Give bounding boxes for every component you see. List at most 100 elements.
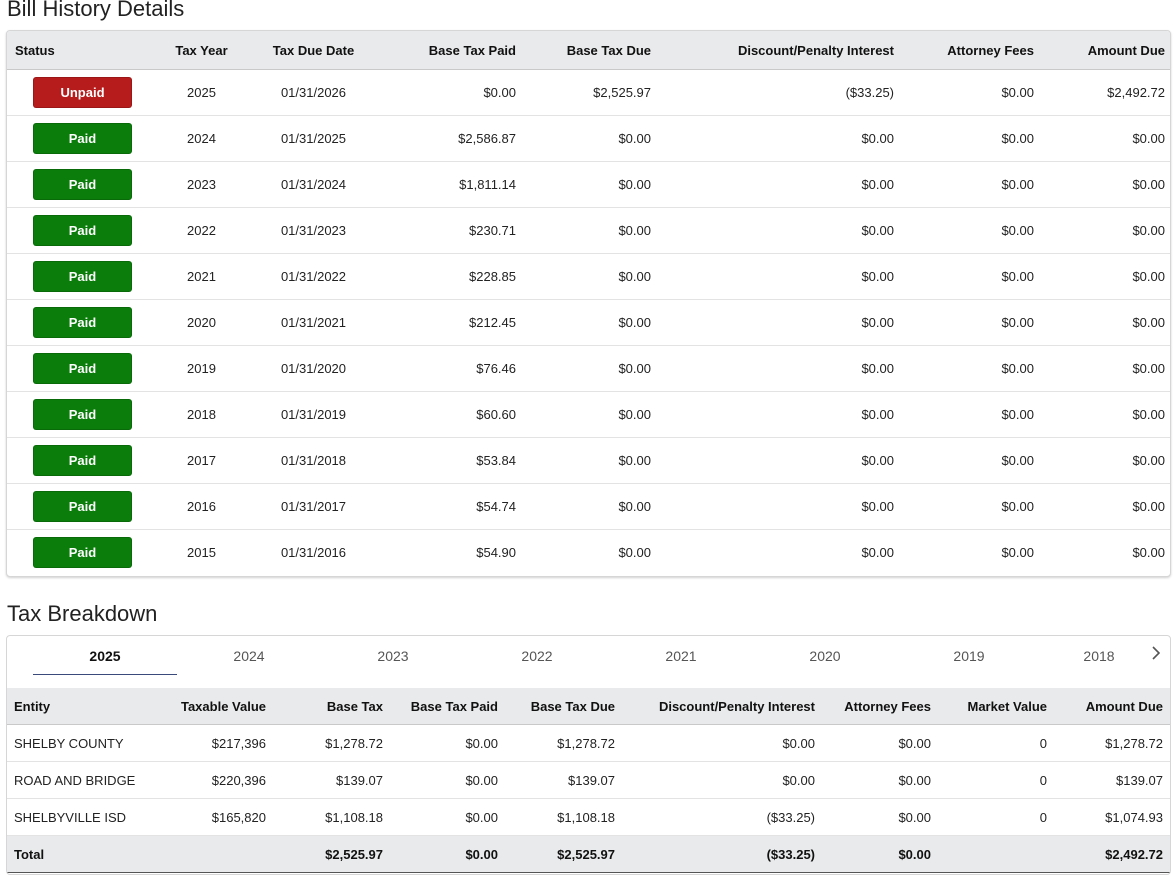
table-row: Paid 2024 01/31/2025 $2,586.87 $0.00 $0.00 $0.…: [7, 115, 1170, 162]
market-value-cell: 0: [938, 724, 1054, 762]
col-header-entity[interactable]: Entity: [7, 688, 152, 725]
col-header-attorney-fees[interactable]: Attorney Fees: [822, 688, 938, 725]
tax-breakdown-title: Tax Breakdown: [7, 601, 158, 626]
tab-2025[interactable]: 2025: [33, 636, 177, 675]
status-cell: Paid: [7, 115, 157, 162]
base-tax-paid-cell: $1,811.14: [381, 161, 524, 208]
col-header-tax-year[interactable]: Tax Year: [157, 31, 246, 70]
attorney-fees-cell: $0.00: [902, 253, 1042, 300]
status-badge-paid[interactable]: Paid: [33, 123, 132, 154]
base-tax-due-cell: $2,525.97: [524, 69, 659, 116]
status-badge-paid[interactable]: Paid: [33, 169, 132, 200]
base-tax-paid-cell: $0.00: [390, 798, 505, 836]
col-header-base-tax-due[interactable]: Base Tax Due: [524, 31, 659, 70]
tab-2023[interactable]: 2023: [377, 648, 409, 664]
chevron-right-icon[interactable]: [1146, 646, 1166, 666]
col-header-status[interactable]: Status: [7, 31, 157, 70]
status-badge-paid[interactable]: Paid: [33, 445, 132, 476]
col-header-amount-due[interactable]: Amount Due: [1054, 688, 1170, 725]
discount-penalty-cell: $0.00: [861, 545, 894, 560]
due-date-cell: 01/31/2024: [246, 161, 381, 208]
discount-penalty-cell: $0.00: [659, 483, 902, 530]
col-header-discount-penalty[interactable]: Discount/Penalty Interest: [622, 688, 822, 725]
col-header-market-value[interactable]: Market Value: [938, 688, 1054, 725]
due-date-cell: 01/31/2023: [246, 207, 381, 254]
due-date-cell: 01/31/2017: [246, 483, 381, 530]
discount-penalty-cell: $0.00: [659, 437, 902, 484]
total-base-tax-due: $2,525.97: [505, 835, 622, 873]
col-header-amount-due[interactable]: Amount Due: [1042, 31, 1170, 70]
base-tax-paid-cell: $54.90: [476, 545, 516, 560]
col-header-discount-penalty[interactable]: Discount/Penalty Interest: [659, 31, 902, 70]
base-tax-paid-cell: $54.74: [381, 483, 524, 530]
entity-cell: SHELBY COUNTY: [7, 724, 152, 762]
total-row: Total $2,525.97 $0.00 $2,525.97 ($33.25) $0.0…: [7, 835, 1170, 873]
base-tax-cell: $1,278.72: [273, 724, 390, 762]
discount-penalty-cell: ($33.25): [659, 69, 902, 116]
amount-due-cell: $0.00: [1042, 253, 1170, 300]
base-tax-paid-cell: $230.71: [381, 207, 524, 254]
attorney-fees-cell: $0.00: [902, 391, 1042, 438]
tab-2024[interactable]: 2024: [233, 648, 265, 664]
discount-penalty-cell: $0.00: [659, 391, 902, 438]
base-tax-cell: $1,108.18: [273, 798, 390, 836]
taxable-value-cell: $217,396: [152, 724, 273, 762]
col-header-taxable-value[interactable]: Taxable Value: [152, 688, 273, 725]
amount-due-cell: $0.00: [1042, 207, 1170, 254]
status-cell: Paid: [7, 207, 157, 254]
bill-history-title: Bill History Details: [7, 0, 185, 21]
tax-year-cell: 2015: [187, 545, 216, 560]
tab-2021[interactable]: 2021: [665, 648, 697, 664]
amount-due-cell: $0.00: [1042, 483, 1170, 530]
status-badge-paid[interactable]: Paid: [33, 307, 132, 338]
base-tax-paid-cell: $53.84: [381, 437, 524, 484]
status-cell: Paid: [7, 161, 157, 208]
table-row: Unpaid 2025 01/31/2026 $0.00 $2,525.97 ($33.2…: [7, 69, 1170, 116]
base-tax-due-cell: $139.07: [505, 761, 622, 799]
tab-2020[interactable]: 2020: [809, 648, 841, 664]
amount-due-cell: $0.00: [1042, 115, 1170, 162]
base-tax-paid-cell: $228.85: [381, 253, 524, 300]
status-badge-unpaid[interactable]: Unpaid: [33, 77, 132, 108]
due-date-cell: 01/31/2021: [246, 299, 381, 346]
attorney-fees-cell: $0.00: [902, 345, 1042, 392]
col-header-tax-due-date[interactable]: Tax Due Date: [246, 31, 381, 70]
attorney-fees-cell: $0.00: [1001, 545, 1034, 560]
attorney-fees-cell: $0.00: [902, 115, 1042, 162]
total-discount-penalty: ($33.25): [622, 835, 822, 873]
tab-2018[interactable]: 2018: [1083, 648, 1115, 664]
base-tax-due-cell: $0.00: [524, 115, 659, 162]
status-cell: Paid: [7, 530, 157, 576]
status-cell: Unpaid: [7, 69, 157, 116]
status-badge-paid[interactable]: Paid: [33, 537, 132, 568]
amount-due-cell: $139.07: [1054, 761, 1170, 799]
due-date-cell: 01/31/2016: [280, 545, 347, 560]
status-badge-paid[interactable]: Paid: [33, 353, 132, 384]
base-tax-due-cell: $0.00: [524, 345, 659, 392]
col-header-base-tax[interactable]: Base Tax: [273, 688, 390, 725]
tab-2022[interactable]: 2022: [521, 648, 553, 664]
base-tax-due-cell: $0.00: [524, 437, 659, 484]
tab-2019[interactable]: 2019: [953, 648, 985, 664]
col-header-base-tax-due[interactable]: Base Tax Due: [505, 688, 622, 725]
status-badge-paid[interactable]: Paid: [33, 491, 132, 522]
table-row: SHELBY COUNTY $217,396 $1,278.72 $0.00 $1,27…: [7, 724, 1170, 762]
col-header-attorney-fees[interactable]: Attorney Fees: [902, 31, 1042, 70]
col-header-base-tax-paid[interactable]: Base Tax Paid: [381, 31, 524, 70]
table-row: Paid 2023 01/31/2024 $1,811.14 $0.00 $0.00 $0.…: [7, 161, 1170, 208]
tax-year-cell: 2025: [157, 69, 246, 116]
status-badge-paid[interactable]: Paid: [33, 399, 132, 430]
attorney-fees-cell: $0.00: [822, 724, 938, 762]
base-tax-paid-cell: $76.46: [381, 345, 524, 392]
col-header-base-tax-paid[interactable]: Base Tax Paid: [390, 688, 505, 725]
status-cell: Paid: [7, 299, 157, 346]
amount-due-cell: $0.00: [1132, 545, 1165, 560]
amount-due-cell: $0.00: [1042, 345, 1170, 392]
status-badge-paid[interactable]: Paid: [33, 215, 132, 246]
base-tax-due-cell: $0.00: [524, 253, 659, 300]
status-cell: Paid: [7, 391, 157, 438]
discount-penalty-cell: ($33.25): [622, 798, 822, 836]
status-badge-paid[interactable]: Paid: [33, 261, 132, 292]
amount-due-cell: $0.00: [1042, 391, 1170, 438]
base-tax-paid-cell: $0.00: [390, 761, 505, 799]
